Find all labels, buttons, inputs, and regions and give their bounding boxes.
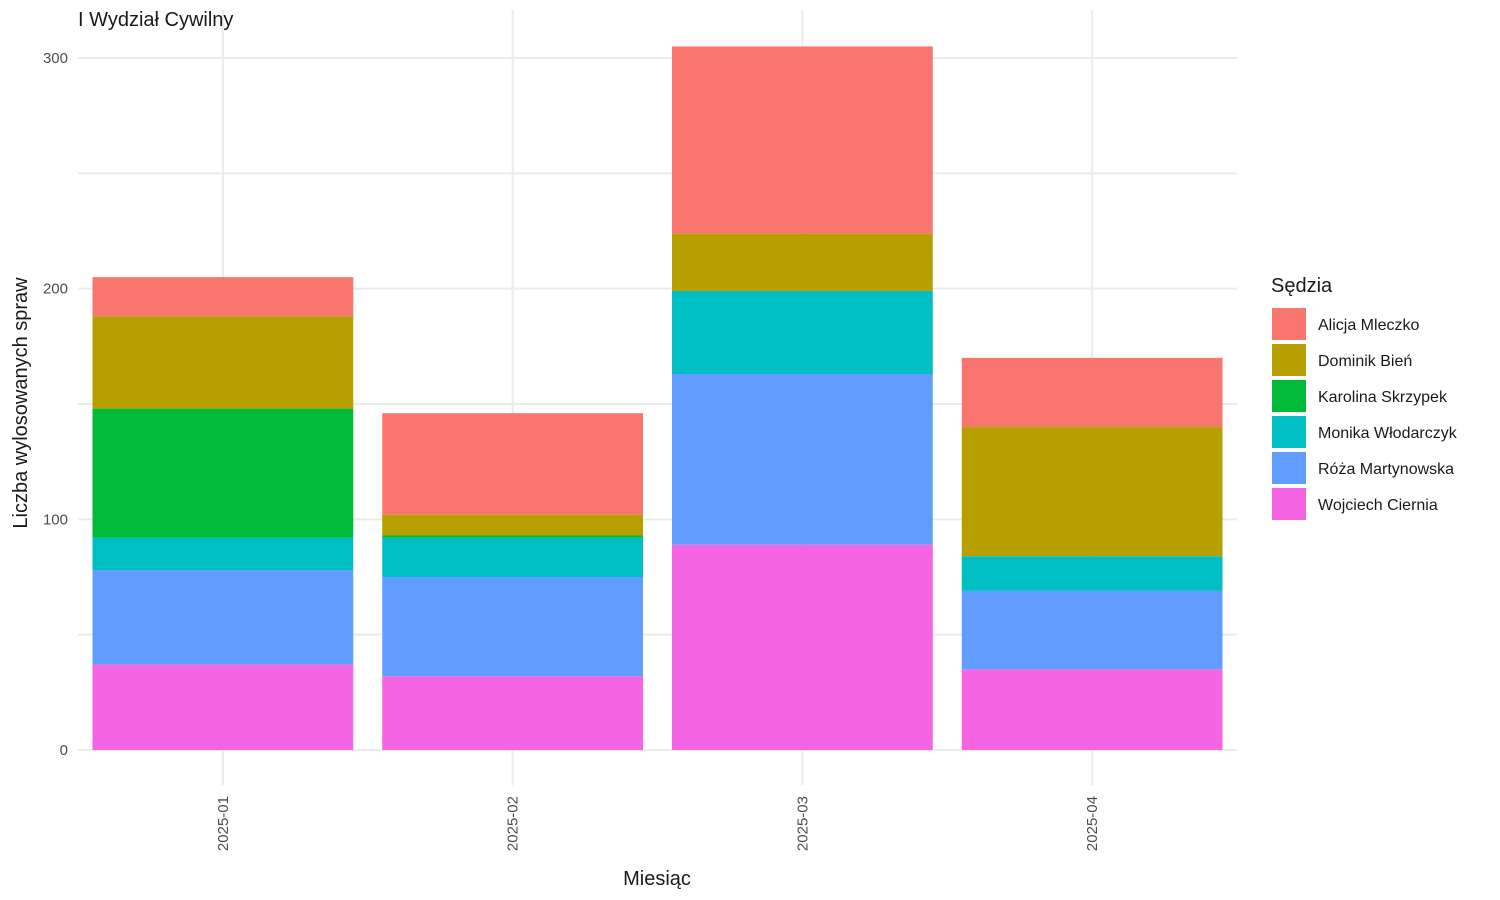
legend-swatch [1272, 416, 1306, 448]
x-tick-label: 2025-03 [794, 796, 811, 851]
bar-segment [382, 676, 644, 750]
legend-swatch [1272, 488, 1306, 520]
bar-segment [382, 413, 644, 515]
bar-segment [961, 357, 1223, 428]
bar-segment [961, 556, 1223, 591]
x-axis-title: Miesiąc [623, 868, 691, 890]
legend-label: Karolina Skrzypek [1318, 389, 1448, 406]
bar-segment [382, 537, 644, 577]
bar-segment [671, 233, 933, 291]
legend-swatch [1272, 344, 1306, 376]
y-tick-label: 100 [43, 511, 68, 528]
legend-label: Alicja Mleczko [1318, 317, 1419, 334]
y-tick-label: 0 [60, 742, 68, 759]
chart-title: I Wydział Cywilny [78, 9, 233, 31]
x-tick-label: 2025-04 [1084, 796, 1101, 851]
legend-label: Róża Martynowska [1318, 461, 1454, 478]
bar-segment [671, 544, 933, 750]
legend-swatch [1272, 380, 1306, 412]
bar-segment [92, 316, 354, 409]
legend-swatch [1272, 452, 1306, 484]
legend: Sędzia Alicja Mleczko Dominik Bień Karolin… [1271, 275, 1458, 520]
x-tick-label: 2025-02 [505, 796, 522, 851]
bars [92, 46, 1223, 750]
legend-swatch [1272, 308, 1306, 340]
bar-segment [92, 537, 354, 571]
legend-label: Monika Włodarczyk [1318, 425, 1458, 442]
bar-segment [92, 277, 354, 317]
bar-segment [92, 570, 354, 665]
y-tick-label: 300 [43, 50, 68, 67]
bar-segment [961, 669, 1223, 750]
x-axis-ticks: 2025-01 2025-02 2025-03 2025-04 [215, 796, 1101, 851]
legend-items: Alicja Mleczko Dominik Bień Karolina Skrzy… [1272, 308, 1458, 520]
bar-segment [671, 46, 933, 234]
bar-segment [671, 290, 933, 375]
y-axis-title: Liczba wylosowanych spraw [10, 277, 32, 529]
y-axis-ticks: 0 100 200 300 [43, 50, 68, 759]
legend-label: Dominik Bień [1318, 353, 1412, 370]
bar-segment [671, 374, 933, 545]
x-tick-label: 2025-01 [215, 796, 232, 851]
bar-segment [382, 535, 644, 538]
bar-segment [382, 514, 644, 536]
bar-segment [961, 427, 1223, 557]
bar-segment [92, 408, 354, 538]
legend-title: Sędzia [1271, 275, 1333, 297]
legend-label: Wojciech Ciernia [1318, 497, 1438, 514]
bar-segment [382, 577, 644, 677]
bar-segment [961, 590, 1223, 670]
y-tick-label: 200 [43, 281, 68, 298]
bar-segment [92, 664, 354, 750]
